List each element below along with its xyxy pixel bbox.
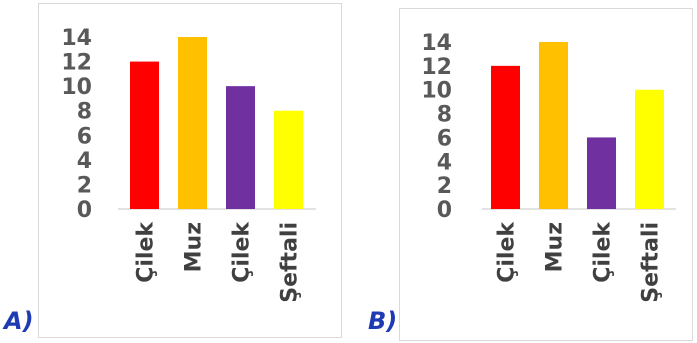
y-tick-label-a-2: 2 [77, 173, 92, 198]
category-label-a-1: Çilek [134, 221, 159, 283]
y-tick-label-a-0: 0 [77, 198, 92, 223]
bar-b-4 [635, 89, 664, 209]
y-tick-label-b-10: 10 [421, 79, 452, 104]
panel-label-a: A) [4, 307, 34, 335]
bar-a-1 [130, 61, 159, 210]
panel-label-b: B) [368, 307, 398, 335]
y-tick-label-b-0: 0 [437, 198, 452, 223]
bar-a-2 [178, 37, 207, 209]
bar-b-2 [539, 42, 568, 209]
bar-a-4 [274, 110, 303, 209]
bar-a-3 [226, 86, 255, 209]
category-label-a-4: Şeftali [278, 222, 303, 303]
category-label-a-2: Muz [182, 222, 207, 272]
y-tick-label-b-6: 6 [437, 126, 452, 151]
y-tick-label-a-10: 10 [61, 75, 92, 100]
category-label-b-4: Şeftali [639, 222, 664, 303]
category-label-b-2: Muz [543, 222, 568, 272]
y-tick-label-b-12: 12 [421, 55, 452, 80]
y-tick-label-a-8: 8 [77, 100, 92, 125]
y-tick-label-b-8: 8 [437, 103, 452, 128]
y-tick-label-a-12: 12 [61, 51, 92, 76]
y-tick-label-b-4: 4 [437, 150, 452, 175]
category-label-b-1: Çilek [495, 221, 520, 283]
bar-b-1 [491, 65, 520, 209]
y-tick-label-b-14: 14 [421, 31, 452, 56]
y-tick-label-a-6: 6 [77, 124, 92, 149]
y-tick-label-a-4: 4 [77, 149, 92, 174]
y-tick-label-a-14: 14 [61, 26, 92, 51]
bar-b-3 [587, 137, 616, 209]
category-label-a-3: Çilek [230, 221, 255, 283]
y-tick-label-b-2: 2 [437, 174, 452, 199]
category-label-b-3: Çilek [591, 221, 616, 283]
